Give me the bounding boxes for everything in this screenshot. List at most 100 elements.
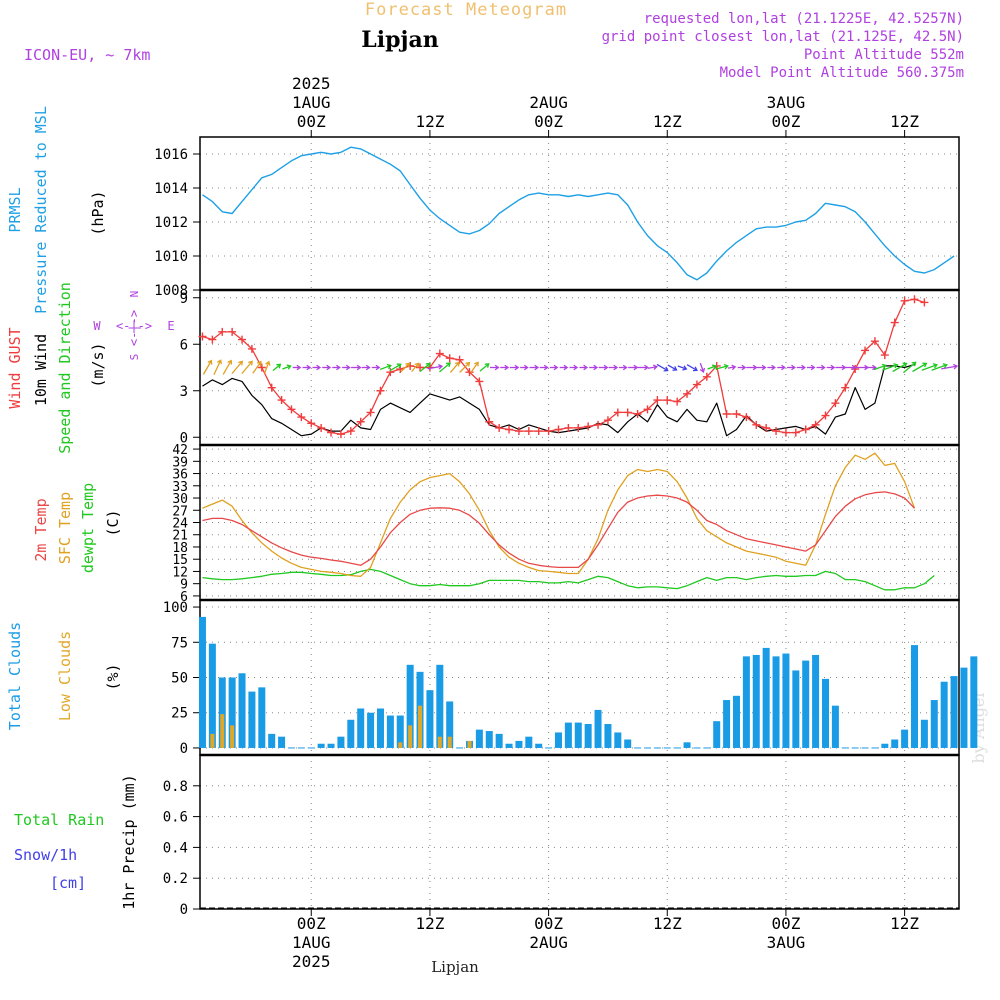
- wind-arrow-head: [652, 364, 658, 370]
- gust-marker: [594, 420, 603, 429]
- wind-arrow-head: [396, 363, 402, 369]
- total-cloud-bar: [475, 729, 483, 748]
- wind-arrow-head: [386, 363, 392, 370]
- wind-arrow-head: [446, 362, 451, 368]
- total-cloud-bar: [228, 677, 236, 748]
- wind-arrow-head: [326, 364, 332, 371]
- bottom-time-label: 1AUG: [292, 933, 331, 952]
- wind-arrow-head: [922, 362, 928, 368]
- temp-ytick-label: 15: [172, 553, 188, 568]
- total-cloud-bar: [347, 719, 355, 748]
- low-cloud-bar: [210, 733, 215, 748]
- wind-arrow-head: [563, 364, 569, 371]
- total-cloud-bar: [535, 743, 543, 748]
- wind-arrow-head: [771, 364, 777, 371]
- temp-ytick-label: 36: [172, 468, 188, 483]
- total-cloud-bar: [495, 733, 503, 748]
- total-cloud-bar: [278, 736, 286, 748]
- total-cloud-bar: [604, 724, 612, 748]
- wind-arrow-head: [238, 360, 243, 366]
- gust-marker: [574, 423, 583, 432]
- wind-arrow-head: [265, 360, 271, 366]
- point-altitude: Point Altitude 552m: [804, 47, 964, 63]
- wind-direction-arrow: [411, 362, 420, 373]
- total-cloud-bar: [337, 736, 345, 748]
- gust-marker: [643, 405, 652, 414]
- pressure-ytick-label: 1014: [154, 181, 188, 197]
- gust-marker: [485, 417, 494, 426]
- total-cloud-bar: [752, 654, 760, 748]
- gust-marker: [791, 428, 800, 437]
- total-cloud-bar: [881, 743, 889, 748]
- wind-arrow-head: [801, 364, 806, 371]
- gust-marker: [356, 417, 365, 426]
- wind-direction-arrow: [677, 365, 687, 370]
- wind-arrow-head: [699, 367, 706, 373]
- total-cloud-bar: [505, 743, 513, 748]
- total-cloud-bar: [406, 664, 414, 748]
- total-cloud-bar: [812, 654, 820, 748]
- wind-arrow-head: [810, 364, 816, 371]
- wind-direction-arrow: [667, 364, 677, 371]
- total-cloud-bar: [574, 722, 582, 748]
- total-cloud-bar: [258, 687, 266, 748]
- temp-ytick-label: 33: [172, 480, 188, 495]
- wind-arrow-head: [296, 364, 302, 371]
- total-cloud-bar: [742, 656, 750, 748]
- bottom-time-label: 12Z: [890, 914, 919, 933]
- wind-direction-arrow: [686, 364, 698, 371]
- top-time-label: 12Z: [415, 112, 444, 131]
- low-cloud-bar: [437, 736, 442, 748]
- total-cloud-bar: [564, 722, 572, 748]
- model-altitude: Model Point Altitude 560.375m: [720, 65, 964, 81]
- total-cloud-bar: [218, 677, 226, 748]
- pressure-label-prmsl: PRMSL: [6, 187, 24, 232]
- bottom-time-label: 12Z: [653, 914, 682, 933]
- wind-arrow-head: [893, 363, 899, 369]
- total-cloud-bar: [901, 729, 909, 748]
- gust-marker: [327, 428, 336, 437]
- wind-ytick-label: 3: [180, 384, 188, 400]
- wind-direction-arrow: [903, 361, 917, 374]
- wind-direction-arrow: [699, 362, 705, 373]
- wind-arrow-head: [316, 364, 322, 371]
- total-cloud-bar: [831, 705, 839, 748]
- top-time-label: 2025: [292, 74, 331, 93]
- wind-arrow-head: [256, 360, 262, 366]
- gust-marker: [336, 430, 345, 439]
- temp-ytick-label: 9: [180, 578, 188, 593]
- gust-marker: [663, 396, 672, 405]
- gust-marker: [861, 346, 870, 355]
- wind-direction-arrow: [873, 364, 887, 371]
- gust-marker: [623, 408, 632, 417]
- wind-direction-arrow: [400, 362, 410, 373]
- wind-label-10m: 10m Wind: [32, 334, 50, 406]
- total-cloud-bar: [367, 712, 375, 748]
- wind-direction-arrow: [213, 359, 222, 376]
- wind-arrow-head: [207, 359, 213, 365]
- gust-marker: [455, 355, 464, 364]
- total-cloud-bar: [268, 733, 276, 748]
- wind-arrow-head: [723, 363, 729, 370]
- pressure-label-msl: Pressure Reduced to MSL: [32, 106, 50, 314]
- wind-arrow-head: [761, 364, 767, 371]
- pressure-ytick-label: 1008: [154, 283, 188, 299]
- wind-direction-arrow: [419, 362, 431, 373]
- gust-marker: [445, 354, 454, 363]
- wind-arrow-head: [484, 363, 490, 368]
- total-cloud-bar: [910, 645, 918, 748]
- gust-marker: [732, 410, 741, 418]
- total-cloud-bar: [772, 656, 780, 748]
- gust-marker: [267, 383, 276, 392]
- gust-marker: [198, 332, 207, 341]
- total-cloud-bar: [802, 660, 810, 748]
- gust-marker: [762, 423, 771, 432]
- wind-arrow-head: [306, 364, 312, 371]
- clouds-ytick-label: 50: [171, 671, 188, 687]
- temp-2m-series-line: [202, 491, 915, 569]
- gust-marker: [475, 377, 484, 386]
- total-cloud-bar: [792, 670, 800, 748]
- wind-arrow-head: [672, 366, 678, 371]
- wind-arrow-head: [248, 360, 253, 366]
